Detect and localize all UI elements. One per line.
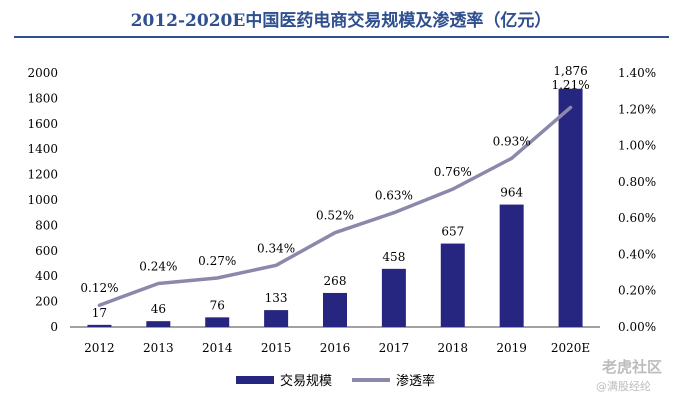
x-tick-label: 2018 [438,341,469,355]
line-point [333,231,337,235]
y-left-tick-label: 2000 [27,66,58,80]
bar [264,310,289,327]
title-divider [14,36,669,38]
x-tick-label: 2014 [202,341,233,355]
line-value-label: 0.63% [375,189,413,203]
line-value-label: 0.12% [80,281,118,295]
x-tick-label: 2015 [261,341,292,355]
bar [558,88,583,327]
y-left-tick-label: 1200 [27,168,58,182]
bar [499,204,524,327]
x-tick-label: 2020E [551,341,590,355]
x-tick-label: 2013 [143,341,174,355]
y-left-tick-label: 600 [35,244,58,258]
line-value-label: 1.21% [551,78,589,92]
bar-value-label: 133 [265,291,288,305]
line-point [97,303,101,307]
bar-value-label: 76 [210,298,225,312]
y-right-tick-label: 0.20% [618,284,656,298]
line-value-label: 0.52% [316,209,354,223]
x-tick-label: 2019 [496,341,527,355]
watermark-logo: 老虎社区 [602,358,663,376]
bar [146,321,171,327]
bar-value-label: 1,876 [553,64,587,78]
watermark-handle: @满股经纶 [596,380,651,393]
line-value-label: 0.76% [434,165,472,179]
line-point [569,105,573,109]
y-left-tick-label: 0 [50,320,58,334]
legend-label-line: 渗透率 [396,373,435,389]
bar [205,317,230,327]
bar [87,324,112,327]
y-right-tick-label: 0.80% [618,175,656,189]
y-left-tick-label: 800 [35,218,58,232]
line-value-label: 0.27% [198,254,236,268]
x-tick-label: 2017 [379,341,410,355]
y-right-tick-label: 1.20% [618,102,656,116]
bar [440,243,465,327]
bar-value-label: 268 [324,274,347,288]
y-left-tick-label: 1000 [27,193,58,207]
y-right-tick-label: 0.00% [618,320,656,334]
x-tick-label: 2012 [84,341,115,355]
line-point [392,211,396,215]
line-point [215,276,219,280]
legend-swatch-bar [236,376,274,384]
bar-value-label: 17 [92,306,107,320]
chart-title: 2012-2020E中国医药电商交易规模及渗透率（亿元） [130,11,552,31]
y-right-tick-label: 1.40% [618,66,656,80]
bar-value-label: 46 [151,302,166,316]
line-value-label: 0.93% [493,134,531,148]
y-right-tick-label: 1.00% [618,139,656,153]
line-point [156,281,160,285]
y-right-tick-label: 0.40% [618,247,656,261]
line-point [510,156,514,160]
y-left-tick-label: 1800 [27,91,58,105]
y-left-tick-label: 1400 [27,142,58,156]
line-point [274,263,278,267]
y-left-tick-label: 400 [35,269,58,283]
y-left-tick-label: 1600 [27,117,58,131]
bar [323,292,347,327]
y-left-tick-label: 200 [35,295,58,309]
bar-value-label: 458 [382,250,405,264]
bar [381,268,406,327]
x-tick-label: 2016 [320,341,351,355]
y-right-tick-label: 0.60% [618,211,656,225]
legend-label-bar: 交易规模 [280,373,332,389]
bar-value-label: 964 [500,186,523,200]
line-value-label: 0.24% [139,259,177,273]
line-value-label: 0.34% [257,241,295,255]
bar-value-label: 657 [441,225,464,239]
line-point [451,187,455,191]
